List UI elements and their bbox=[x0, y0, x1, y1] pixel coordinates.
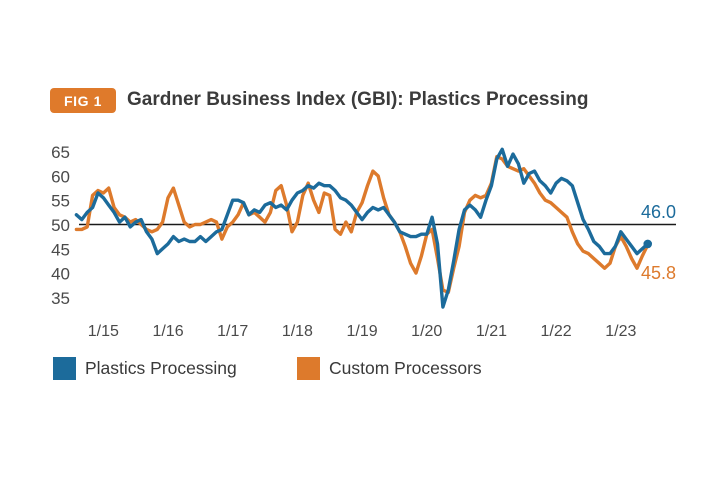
x-tick-label: 1/21 bbox=[476, 323, 507, 340]
plastics-processing-value-label: 46.0 bbox=[641, 202, 676, 222]
legend-label-custom-processors: Custom Processors bbox=[329, 357, 482, 378]
figure-title: Gardner Business Index (GBI): Plastics P… bbox=[127, 89, 589, 110]
legend-item-plastics-processing: Plastics Processing bbox=[53, 356, 237, 380]
y-tick-label: 50 bbox=[51, 216, 70, 235]
legend: Plastics Processing Custom Processors bbox=[0, 355, 720, 381]
plastics-processing-end-dot bbox=[643, 239, 653, 249]
y-tick-label: 35 bbox=[51, 289, 70, 308]
x-tick-label: 1/17 bbox=[217, 323, 248, 340]
plastics-processing-line bbox=[74, 147, 650, 309]
x-tick-label: 1/23 bbox=[605, 323, 636, 340]
y-tick-label: 60 bbox=[51, 167, 70, 186]
y-tick-label: 40 bbox=[51, 265, 70, 284]
x-tick-label: 1/20 bbox=[411, 323, 442, 340]
x-tick-label: 1/18 bbox=[282, 323, 313, 340]
x-tick-label: 1/22 bbox=[541, 323, 572, 340]
legend-item-custom-processors: Custom Processors bbox=[297, 356, 482, 380]
x-tick-label: 1/19 bbox=[346, 323, 377, 340]
x-tick-label: 1/16 bbox=[152, 323, 183, 340]
custom-processors-line bbox=[74, 154, 650, 295]
legend-label-plastics-processing: Plastics Processing bbox=[85, 357, 237, 378]
y-tick-label: 45 bbox=[51, 240, 70, 259]
custom-processors-value-label: 45.8 bbox=[641, 263, 676, 283]
y-tick-label: 55 bbox=[51, 192, 70, 211]
figure-badge: FIG 1 bbox=[50, 88, 116, 113]
y-tick-label: 65 bbox=[51, 143, 70, 162]
plastics-processing-swatch-icon bbox=[53, 356, 76, 380]
x-tick-label: 1/15 bbox=[88, 323, 119, 340]
custom-processors-swatch-icon bbox=[297, 356, 320, 380]
